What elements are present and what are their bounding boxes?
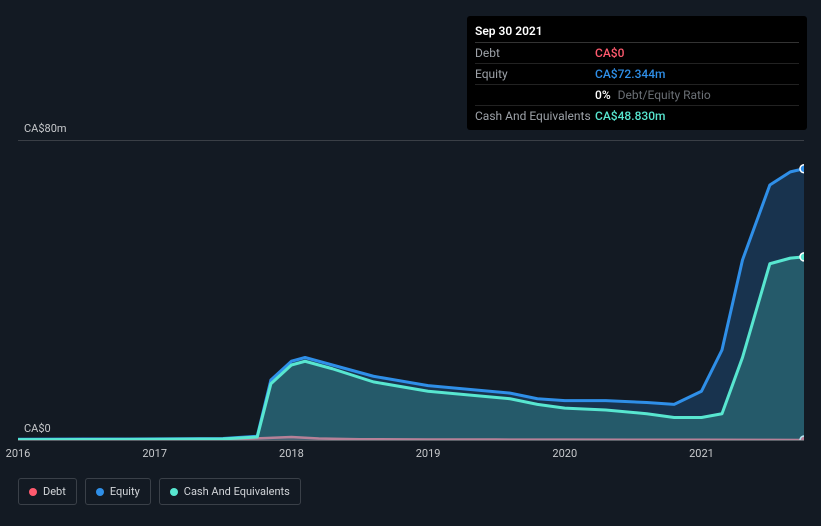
tooltip-date: Sep 30 2021: [475, 20, 799, 43]
tooltip-sub: Debt/Equity Ratio: [615, 88, 711, 102]
tooltip-key: [475, 88, 595, 102]
tooltip-value: CA$72.344m: [595, 67, 799, 81]
chart-svg: [18, 140, 804, 440]
series-end-marker-cash: [800, 253, 804, 261]
legend-dot-icon: [96, 488, 104, 496]
tooltip-key: Debt: [475, 46, 595, 60]
x-tick-label: 2016: [6, 447, 31, 460]
legend-label: Cash And Equivalents: [184, 485, 290, 498]
tooltip-row: DebtCA$0: [475, 43, 799, 64]
legend-label: Debt: [43, 485, 66, 498]
x-tick-label: 2019: [416, 447, 441, 460]
legend-dot-icon: [29, 488, 37, 496]
tooltip-value: CA$48.830m: [595, 109, 799, 123]
tooltip-row: 0% Debt/Equity Ratio: [475, 85, 799, 106]
tooltip-row: EquityCA$72.344m: [475, 64, 799, 85]
tooltip-value: 0% Debt/Equity Ratio: [595, 88, 799, 102]
tooltip-value: CA$0: [595, 46, 799, 60]
legend-item-debt[interactable]: Debt: [18, 478, 77, 505]
y-tick-label: CA$80m: [24, 122, 67, 135]
x-tick-label: 2021: [689, 447, 714, 460]
legend-item-equity[interactable]: Equity: [85, 478, 151, 505]
chart-area: [18, 140, 804, 440]
tooltip-panel: Sep 30 2021 DebtCA$0EquityCA$72.344m0% D…: [467, 16, 807, 130]
series-end-marker-equity: [800, 165, 804, 173]
tooltip-key: Cash And Equivalents: [475, 109, 595, 123]
x-tick-label: 2017: [142, 447, 167, 460]
legend: Debt Equity Cash And Equivalents: [18, 478, 301, 505]
tooltip-row: Cash And EquivalentsCA$48.830m: [475, 106, 799, 126]
x-tick-label: 2018: [279, 447, 304, 460]
tooltip-key: Equity: [475, 67, 595, 81]
legend-item-cash[interactable]: Cash And Equivalents: [159, 478, 301, 505]
x-tick-label: 2020: [552, 447, 577, 460]
x-axis-line: [18, 440, 804, 441]
legend-label: Equity: [110, 485, 140, 498]
legend-dot-icon: [170, 488, 178, 496]
